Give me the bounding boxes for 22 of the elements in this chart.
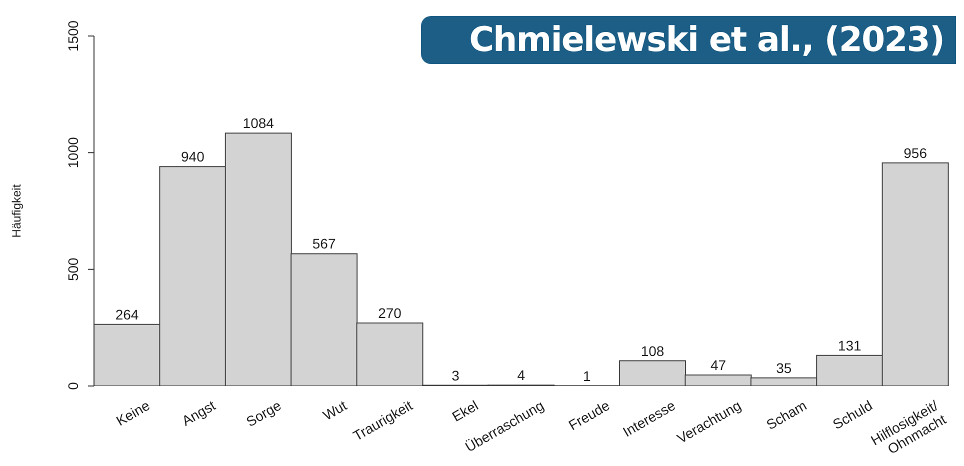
x-tick-label: Wut — [320, 397, 350, 424]
y-tick-label: 500 — [65, 257, 81, 282]
x-tick-label: Sorge — [243, 397, 284, 430]
data-label: 47 — [710, 357, 726, 374]
data-label: 4 — [517, 367, 526, 384]
data-label: 956 — [904, 144, 928, 161]
y-tick-label: 1000 — [65, 136, 81, 168]
citation-box: Chmielewski et al., (2023) — [421, 16, 956, 64]
data-label: 35 — [776, 360, 792, 376]
data-label: 270 — [378, 305, 402, 321]
y-tick-label: 0 — [65, 382, 81, 390]
y-axis-title: Häufigkeit — [9, 184, 24, 238]
data-label: 264 — [115, 306, 139, 322]
data-label: 1084 — [242, 115, 274, 132]
y-tick-label: 1500 — [65, 20, 81, 52]
x-tick-label: Keine — [113, 397, 153, 429]
data-label: 1 — [582, 368, 591, 384]
data-label: 131 — [838, 337, 862, 354]
data-label: 108 — [640, 342, 664, 359]
data-label: 940 — [181, 148, 205, 165]
data-label: 3 — [452, 367, 460, 384]
data-label: 567 — [312, 236, 336, 252]
